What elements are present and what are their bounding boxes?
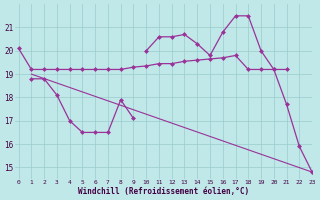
X-axis label: Windchill (Refroidissement éolien,°C): Windchill (Refroidissement éolien,°C) <box>78 187 249 196</box>
